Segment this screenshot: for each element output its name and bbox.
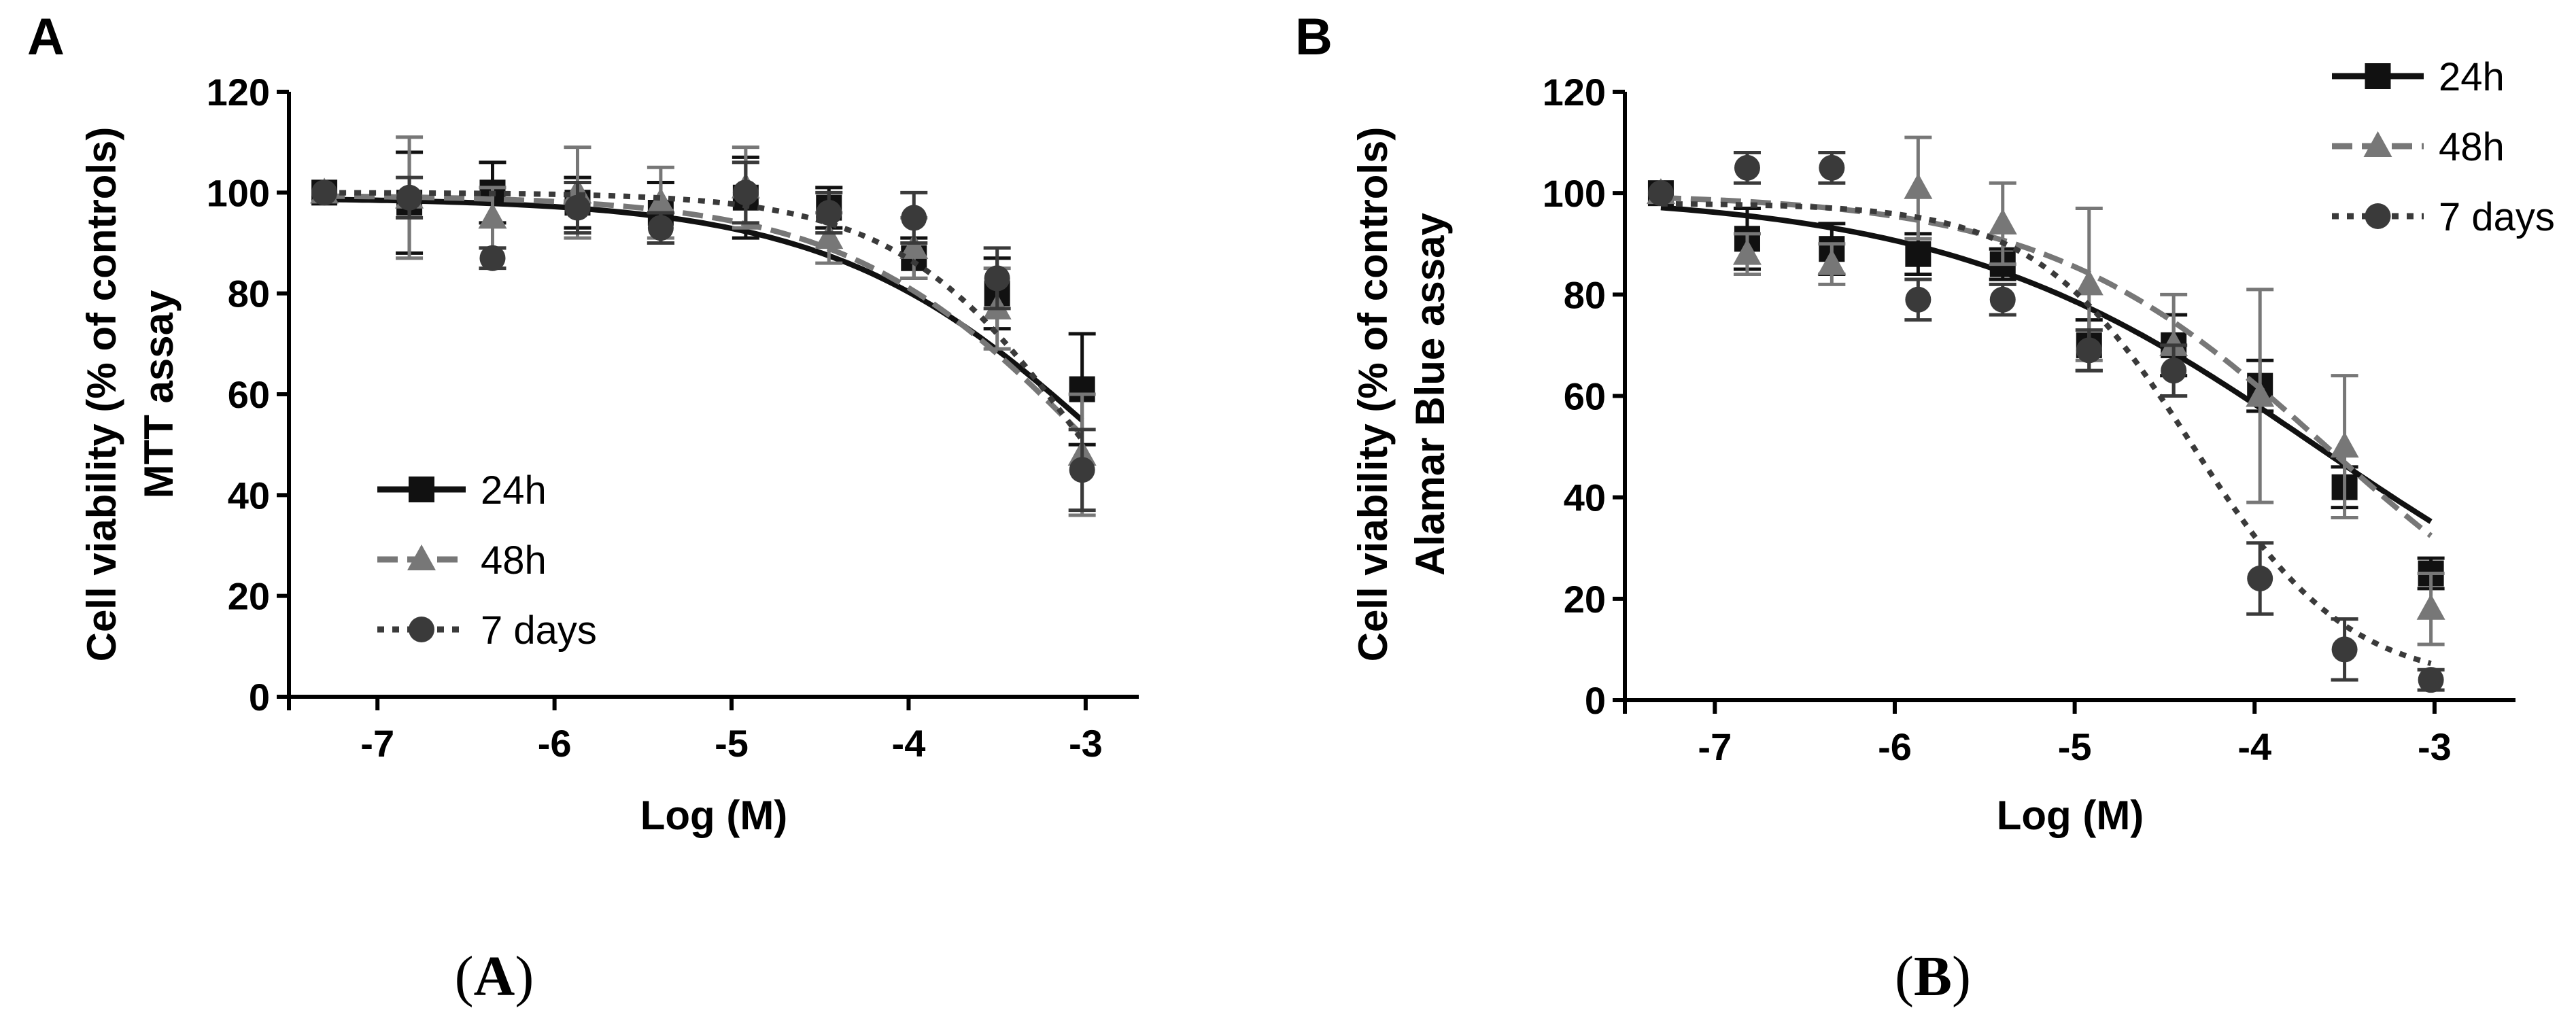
legend-label: 7 days bbox=[2439, 195, 2555, 239]
data-point bbox=[901, 205, 927, 231]
y-tick-label: 100 bbox=[1543, 172, 1606, 215]
y-tick-label: 20 bbox=[1564, 578, 1606, 621]
y-tick-label: 20 bbox=[228, 575, 270, 618]
data-point bbox=[814, 223, 844, 249]
y-tick-label: 0 bbox=[249, 676, 270, 719]
data-point bbox=[1817, 249, 1847, 275]
data-point bbox=[2161, 358, 2187, 384]
x-tick-label: -6 bbox=[538, 722, 572, 765]
y-tick-label: 60 bbox=[228, 373, 270, 416]
data-point bbox=[311, 179, 338, 206]
x-tick-label: -5 bbox=[715, 722, 749, 765]
data-point bbox=[2076, 337, 2102, 364]
x-tick-label: -3 bbox=[1069, 722, 1103, 765]
x-tick-label: -4 bbox=[2237, 725, 2271, 768]
data-point bbox=[732, 179, 759, 206]
fit-curve bbox=[324, 196, 1084, 423]
data-point bbox=[984, 265, 1010, 292]
fit-curve bbox=[324, 193, 1084, 438]
data-point bbox=[1647, 180, 1674, 207]
data-point bbox=[1905, 241, 1931, 267]
data-point bbox=[2418, 667, 2444, 693]
y-tick-label: 80 bbox=[228, 273, 270, 315]
data-point bbox=[1904, 173, 1933, 199]
y-axis-label-line1: Cell viability (% of controls) bbox=[79, 127, 124, 662]
series-circle: 7 days bbox=[1647, 151, 2555, 693]
data-point bbox=[2074, 269, 2103, 296]
data-point bbox=[2330, 432, 2359, 458]
fit-curve bbox=[1660, 195, 2433, 538]
legend-label: 24h bbox=[2439, 55, 2505, 99]
panel-a: A 0 20 40 60 80 100 120 -7 -6 -5 -4 -3 Log (M) Cell vi… bbox=[27, 8, 1139, 838]
caption-a: (A) bbox=[454, 945, 534, 1008]
data-point bbox=[2159, 330, 2188, 356]
y-axis-label-line2: Alamar Blue assay bbox=[1407, 213, 1453, 576]
x-tick-label: -5 bbox=[2058, 725, 2092, 768]
legend-marker bbox=[409, 617, 434, 642]
data-point bbox=[1734, 154, 1760, 181]
caption-b: (B) bbox=[1895, 945, 1971, 1008]
x-axis-label: Log (M) bbox=[1997, 793, 2144, 838]
fit-curve bbox=[1660, 201, 2432, 666]
fit-curve bbox=[324, 190, 1084, 442]
x-tick-label: -7 bbox=[1698, 725, 1732, 768]
x-tick-label: -4 bbox=[892, 722, 926, 765]
data-point bbox=[899, 232, 929, 259]
panel-b: B 0 20 40 60 80 100 120 -7 -6 -5 -4 -3 Log (M) Cell vi… bbox=[1295, 8, 2555, 838]
legend-marker bbox=[409, 477, 434, 502]
fit-curve bbox=[1660, 205, 2433, 524]
legend-marker bbox=[2365, 203, 2391, 229]
y-tick-label: 120 bbox=[1543, 71, 1606, 114]
data-point bbox=[564, 194, 591, 221]
data-point bbox=[396, 184, 423, 211]
data-point bbox=[2246, 381, 2275, 407]
series-circle: 7 days bbox=[311, 160, 1096, 653]
x-tick-label: -6 bbox=[1878, 725, 1912, 768]
data-point bbox=[2331, 636, 2358, 663]
data-point bbox=[646, 188, 675, 214]
data-point bbox=[2416, 593, 2445, 620]
data-point bbox=[2247, 566, 2273, 591]
y-tick-label: 80 bbox=[1564, 273, 1606, 316]
legend-label: 24h bbox=[481, 468, 547, 513]
y-tick-label: 40 bbox=[1564, 477, 1606, 519]
data-point bbox=[479, 245, 506, 271]
y-tick-label: 60 bbox=[1564, 375, 1606, 418]
data-point bbox=[1819, 154, 1845, 181]
legend-marker bbox=[2363, 131, 2392, 157]
panel-letter: A bbox=[27, 8, 65, 66]
data-point bbox=[1069, 457, 1095, 483]
x-tick-label: -7 bbox=[360, 722, 394, 765]
x-tick-label: -3 bbox=[2418, 725, 2452, 768]
data-point bbox=[1988, 208, 2017, 235]
panel-letter: B bbox=[1295, 8, 1333, 66]
series-square: 24h bbox=[311, 150, 1096, 513]
data-point bbox=[816, 200, 842, 226]
y-tick-label: 40 bbox=[228, 474, 270, 517]
y-tick-label: 100 bbox=[207, 171, 270, 214]
legend-label: 48h bbox=[2439, 125, 2505, 169]
y-axis-label-line1: Cell viability (% of controls) bbox=[1350, 127, 1396, 662]
y-tick-label: 120 bbox=[207, 71, 270, 114]
data-point bbox=[1905, 286, 1931, 313]
x-axis-label: Log (M) bbox=[640, 793, 788, 838]
legend-label: 7 days bbox=[481, 608, 597, 653]
y-axis-label-line2: MTT assay bbox=[136, 290, 182, 498]
legend-marker bbox=[2365, 63, 2391, 89]
legend-label: 48h bbox=[481, 538, 547, 583]
data-point bbox=[1989, 286, 2016, 313]
legend-marker bbox=[407, 544, 436, 570]
y-tick-label: 0 bbox=[1585, 679, 1606, 722]
data-point bbox=[1732, 239, 1762, 265]
data-point bbox=[478, 203, 507, 229]
series-triangle: 48h bbox=[1646, 125, 2505, 646]
data-point bbox=[647, 215, 674, 241]
